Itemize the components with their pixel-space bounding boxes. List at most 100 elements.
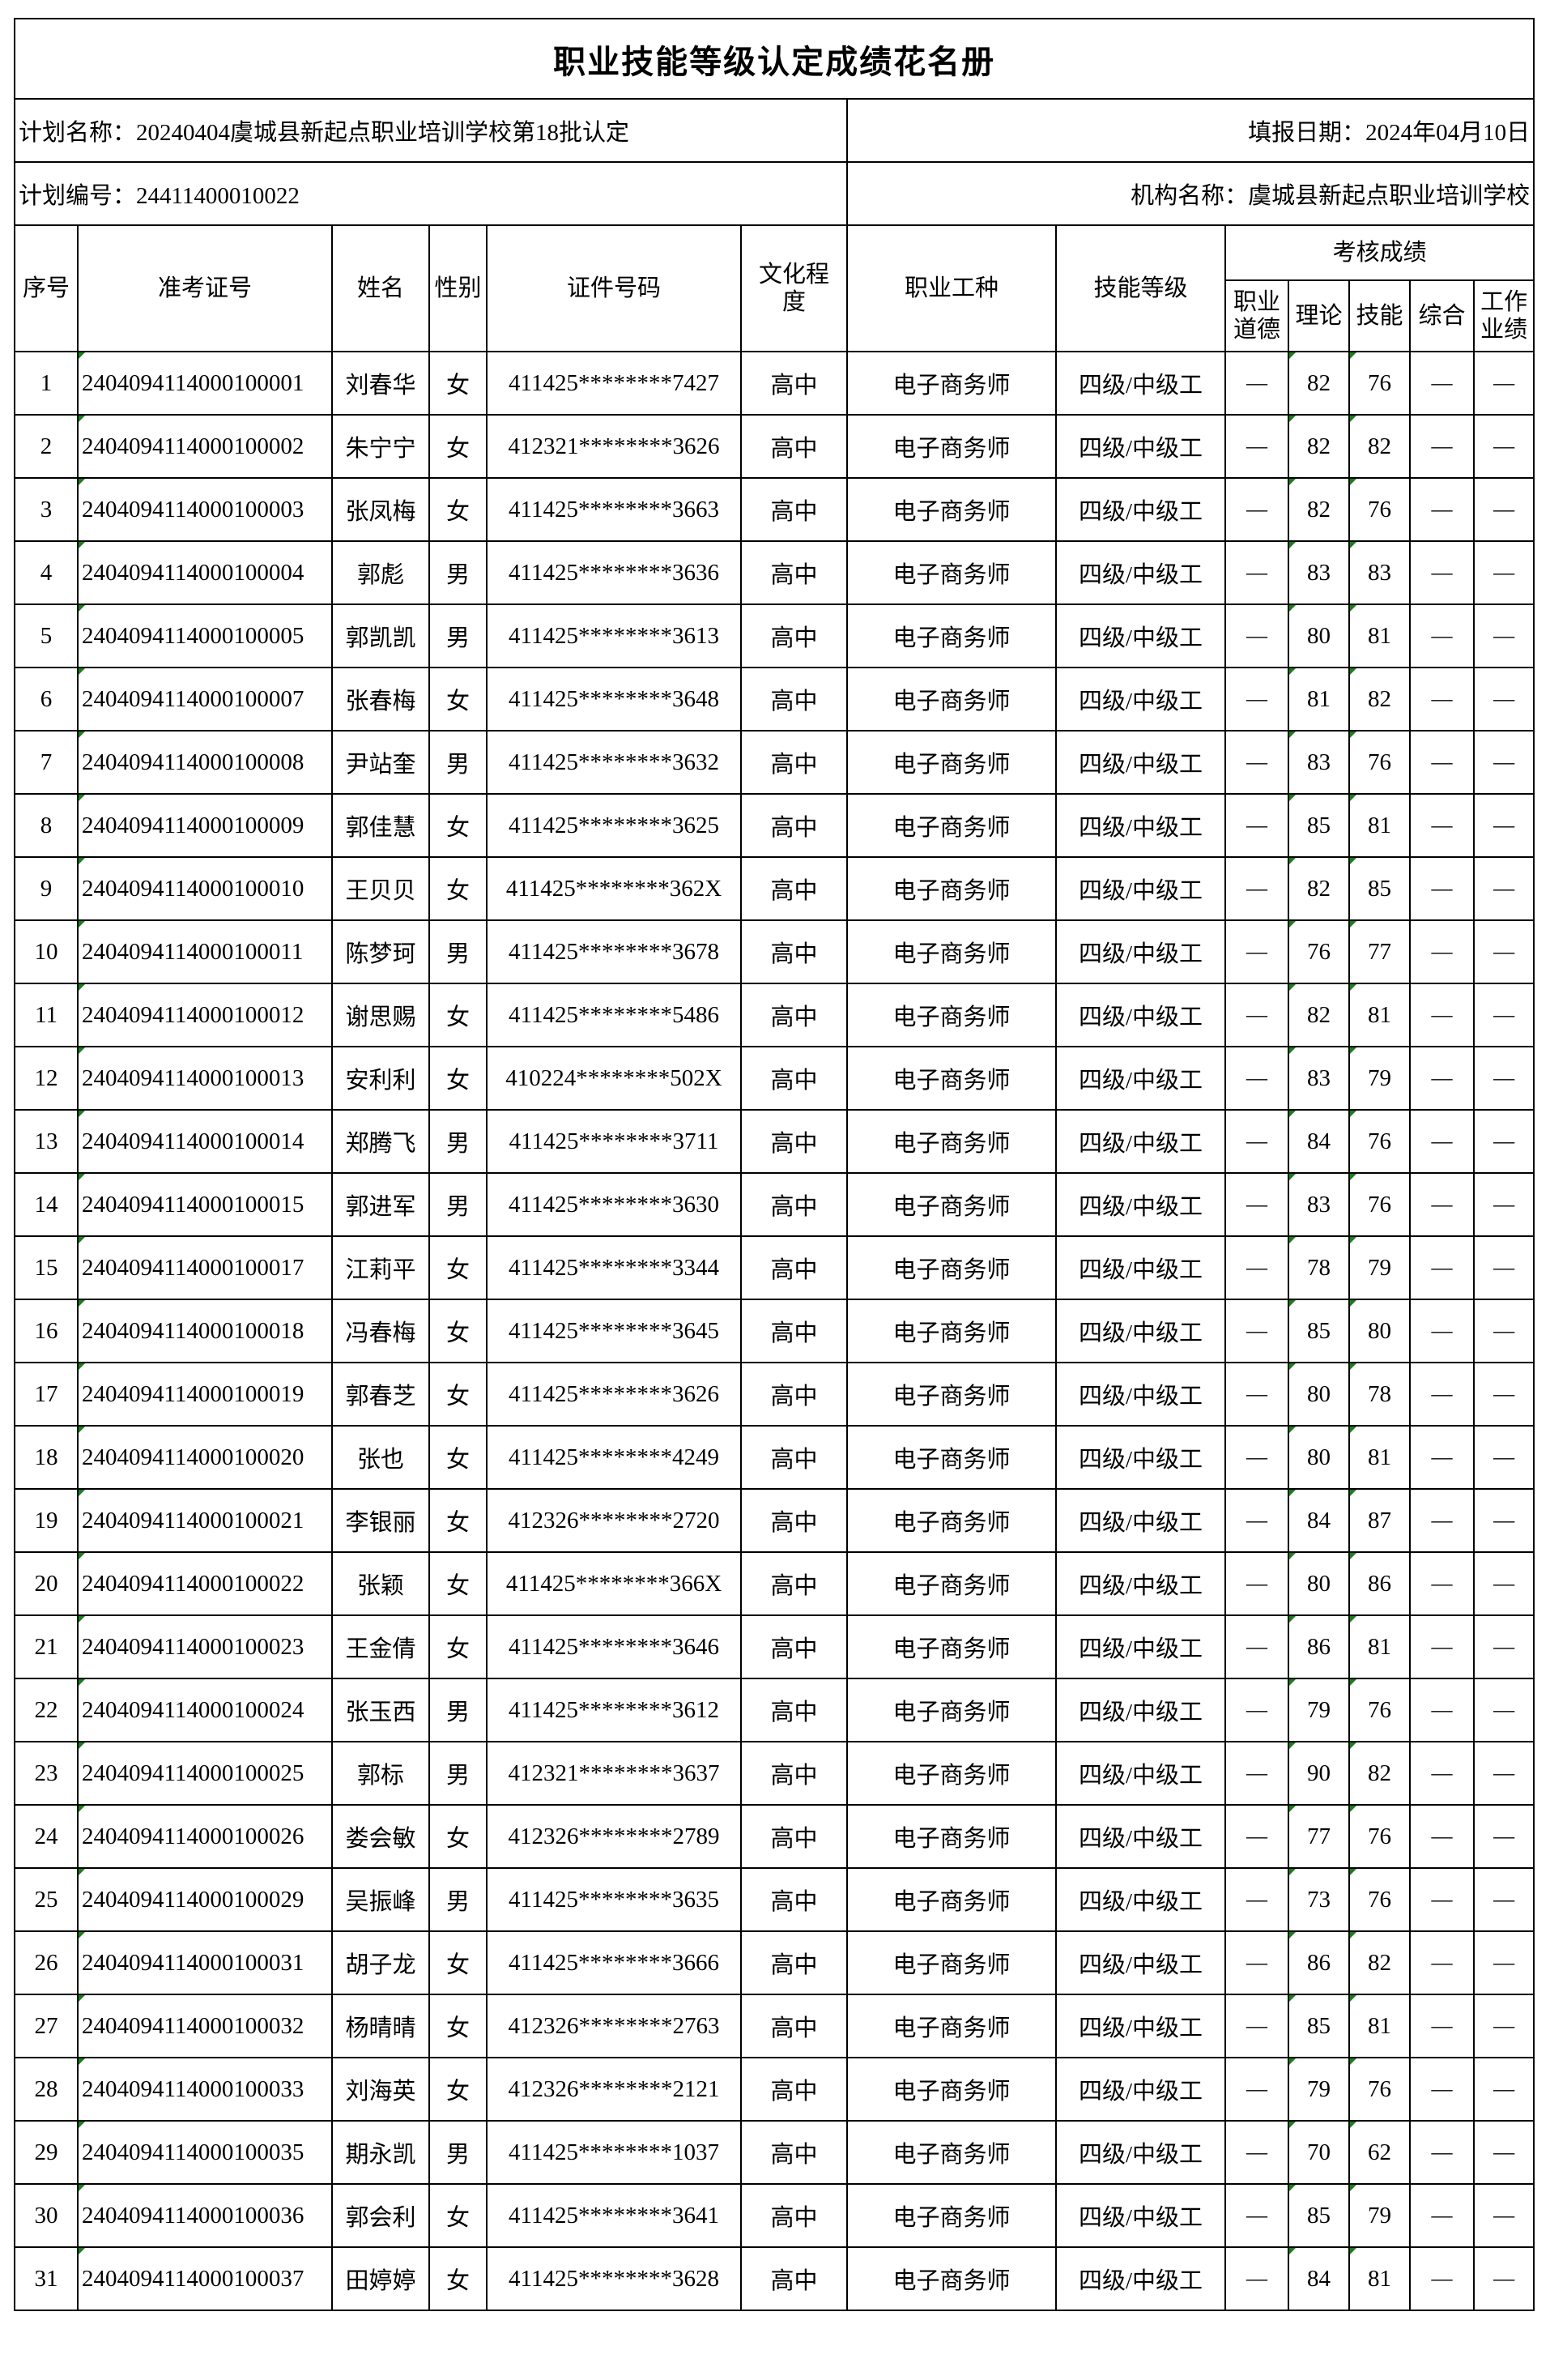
- cell-skill: 76: [1348, 730, 1411, 795]
- cell-seq: 11: [14, 983, 79, 1047]
- cell-id-no: 412326********2121: [486, 2057, 742, 2122]
- cell-occupation: 电子商务师: [846, 1299, 1057, 1363]
- cell-performance: —: [1472, 1804, 1535, 1869]
- cell-name: 王贝贝: [331, 856, 430, 921]
- cell-name: 郑腾飞: [331, 1109, 430, 1174]
- cell-gender: 女: [428, 477, 488, 542]
- cell-skill: 80: [1348, 1299, 1411, 1363]
- cell-education: 高中: [740, 1046, 848, 1111]
- cell-overall: —: [1409, 1678, 1475, 1742]
- cell-overall: —: [1409, 1299, 1475, 1363]
- cell-performance: —: [1472, 1551, 1535, 1616]
- cell-ticket: 2404094114000100025: [77, 1741, 333, 1806]
- cell-education: 高中: [740, 1235, 848, 1300]
- cell-performance: —: [1472, 793, 1535, 858]
- cell-performance: —: [1472, 1425, 1535, 1490]
- cell-occupation: 电子商务师: [846, 730, 1057, 795]
- cell-id-no: 411425********3641: [486, 2183, 742, 2248]
- cell-name: 郭标: [331, 1741, 430, 1806]
- cell-level: 四级/中级工: [1055, 1930, 1226, 1995]
- cell-level: 四级/中级工: [1055, 1172, 1226, 1237]
- cell-ethics: —: [1224, 1930, 1289, 1995]
- cell-education: 高中: [740, 540, 848, 605]
- cell-education: 高中: [740, 477, 848, 542]
- cell-education: 高中: [740, 730, 848, 795]
- cell-skill: 76: [1348, 1678, 1411, 1742]
- cell-ethics: —: [1224, 1172, 1289, 1237]
- cell-theory: 85: [1288, 793, 1350, 858]
- cell-theory: 79: [1288, 1678, 1350, 1742]
- cell-performance: —: [1472, 2183, 1535, 2248]
- cell-seq: 19: [14, 1488, 79, 1553]
- table-row: 15 2404094114000100017 江莉平女 411425********3…: [14, 1235, 1535, 1300]
- cell-theory: 82: [1288, 477, 1350, 542]
- cell-ticket: 2404094114000100031: [77, 1930, 333, 1995]
- cell-occupation: 电子商务师: [846, 477, 1057, 542]
- cell-id-no: 411425********7427: [486, 351, 742, 416]
- table-row: 18 2404094114000100020 张也女 411425********42…: [14, 1425, 1535, 1490]
- cell-ticket: 2404094114000100037: [77, 2246, 333, 2311]
- cell-ticket: 2404094114000100009: [77, 793, 333, 858]
- cell-ticket: 2404094114000100035: [77, 2120, 333, 2185]
- cell-skill: 76: [1348, 1172, 1411, 1237]
- cell-ticket: 2404094114000100026: [77, 1804, 333, 1869]
- cell-name: 胡子龙: [331, 1930, 430, 1995]
- cell-seq: 27: [14, 1994, 79, 2058]
- cell-id-no: 411425********3344: [486, 1235, 742, 1300]
- cell-overall: —: [1409, 919, 1475, 984]
- cell-name: 郭会利: [331, 2183, 430, 2248]
- cell-id-no: 411425********3613: [486, 604, 742, 668]
- cell-theory: 80: [1288, 1551, 1350, 1616]
- cell-gender: 男: [428, 919, 488, 984]
- cell-seq: 16: [14, 1299, 79, 1363]
- header-education: 文化程度: [740, 224, 848, 352]
- table-row: 22 2404094114000100024 张玉西男 411425********3…: [14, 1678, 1535, 1742]
- cell-skill: 76: [1348, 1867, 1411, 1932]
- cell-ticket: 2404094114000100003: [77, 477, 333, 542]
- cell-skill: 87: [1348, 1488, 1411, 1553]
- table-row: 31 2404094114000100037 田婷婷女 411425********3…: [14, 2246, 1535, 2311]
- cell-education: 高中: [740, 2120, 848, 2185]
- cell-theory: 77: [1288, 1804, 1350, 1869]
- cell-occupation: 电子商务师: [846, 351, 1057, 416]
- cell-overall: —: [1409, 856, 1475, 921]
- cell-occupation: 电子商务师: [846, 2057, 1057, 2122]
- cell-seq: 3: [14, 477, 79, 542]
- cell-ticket: 2404094114000100010: [77, 856, 333, 921]
- cell-skill: 76: [1348, 1109, 1411, 1174]
- cell-ethics: —: [1224, 1425, 1289, 1490]
- cell-seq: 14: [14, 1172, 79, 1237]
- cell-performance: —: [1472, 2246, 1535, 2311]
- cell-id-no: 411425********3636: [486, 540, 742, 605]
- cell-occupation: 电子商务师: [846, 983, 1057, 1047]
- cell-level: 四级/中级工: [1055, 1614, 1226, 1679]
- cell-theory: 84: [1288, 2246, 1350, 2311]
- cell-id-no: 411425********1037: [486, 2120, 742, 2185]
- cell-seq: 13: [14, 1109, 79, 1174]
- cell-gender: 女: [428, 2183, 488, 2248]
- cell-theory: 82: [1288, 351, 1350, 416]
- cell-skill: 85: [1348, 856, 1411, 921]
- cell-seq: 1: [14, 351, 79, 416]
- cell-name: 娄会敏: [331, 1804, 430, 1869]
- cell-occupation: 电子商务师: [846, 1678, 1057, 1742]
- cell-performance: —: [1472, 856, 1535, 921]
- cell-name: 安利利: [331, 1046, 430, 1111]
- cell-id-no: 412326********2720: [486, 1488, 742, 1553]
- table-row: 12 2404094114000100013 安利利女 410224********5…: [14, 1046, 1535, 1111]
- cell-skill: 78: [1348, 1362, 1411, 1427]
- cell-name: 田婷婷: [331, 2246, 430, 2311]
- cell-skill: 82: [1348, 1930, 1411, 1995]
- cell-theory: 81: [1288, 667, 1350, 731]
- cell-ethics: —: [1224, 2057, 1289, 2122]
- cell-name: 王金倩: [331, 1614, 430, 1679]
- cell-overall: —: [1409, 1235, 1475, 1300]
- cell-gender: 女: [428, 1362, 488, 1427]
- cell-level: 四级/中级工: [1055, 1741, 1226, 1806]
- cell-overall: —: [1409, 1614, 1475, 1679]
- cell-skill: 77: [1348, 919, 1411, 984]
- table-row: 21 2404094114000100023 王金倩女 411425********3…: [14, 1614, 1535, 1679]
- cell-occupation: 电子商务师: [846, 667, 1057, 731]
- cell-level: 四级/中级工: [1055, 1235, 1226, 1300]
- cell-gender: 女: [428, 1994, 488, 2058]
